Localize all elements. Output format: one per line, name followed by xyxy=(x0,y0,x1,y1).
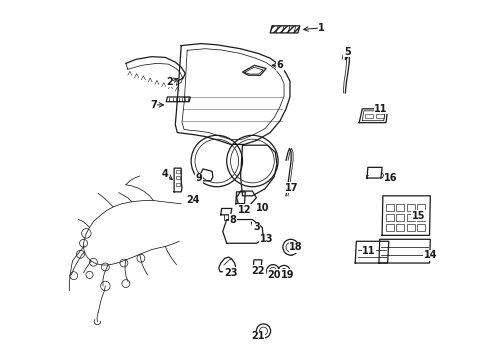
Bar xyxy=(385,214,393,221)
Text: 16: 16 xyxy=(383,173,397,183)
Text: 18: 18 xyxy=(288,242,302,252)
Text: 2: 2 xyxy=(165,77,172,87)
Bar xyxy=(175,170,179,173)
Text: 10: 10 xyxy=(255,203,268,213)
Text: 20: 20 xyxy=(267,270,280,280)
Bar xyxy=(175,183,179,186)
Text: 1: 1 xyxy=(318,23,325,33)
Text: 12: 12 xyxy=(237,204,251,215)
Text: 13: 13 xyxy=(259,234,272,244)
Bar xyxy=(406,224,414,231)
Text: 24: 24 xyxy=(186,195,200,205)
Text: 6: 6 xyxy=(276,60,283,70)
Text: 9: 9 xyxy=(195,173,202,183)
Bar xyxy=(406,214,414,221)
Bar xyxy=(385,204,393,211)
Text: 21: 21 xyxy=(250,331,264,341)
Text: 23: 23 xyxy=(224,268,237,278)
Text: 17: 17 xyxy=(285,183,298,193)
Bar xyxy=(365,113,372,118)
Text: 3: 3 xyxy=(252,222,259,233)
Bar xyxy=(395,214,404,221)
Text: 5: 5 xyxy=(343,46,350,57)
Bar xyxy=(406,204,414,211)
Bar xyxy=(395,224,404,231)
Text: 22: 22 xyxy=(251,266,264,276)
Text: 15: 15 xyxy=(411,211,425,221)
Bar xyxy=(385,224,393,231)
Bar xyxy=(395,204,404,211)
Text: 11: 11 xyxy=(373,104,387,114)
Bar xyxy=(416,214,424,221)
Bar xyxy=(175,176,179,179)
Bar xyxy=(375,113,383,118)
Bar xyxy=(416,204,424,211)
Text: 14: 14 xyxy=(423,250,436,260)
Text: 7: 7 xyxy=(150,100,157,110)
Text: 8: 8 xyxy=(229,215,236,225)
Text: 19: 19 xyxy=(281,270,294,280)
Text: 4: 4 xyxy=(162,169,168,179)
Text: 11: 11 xyxy=(362,246,375,256)
Bar xyxy=(416,224,424,231)
